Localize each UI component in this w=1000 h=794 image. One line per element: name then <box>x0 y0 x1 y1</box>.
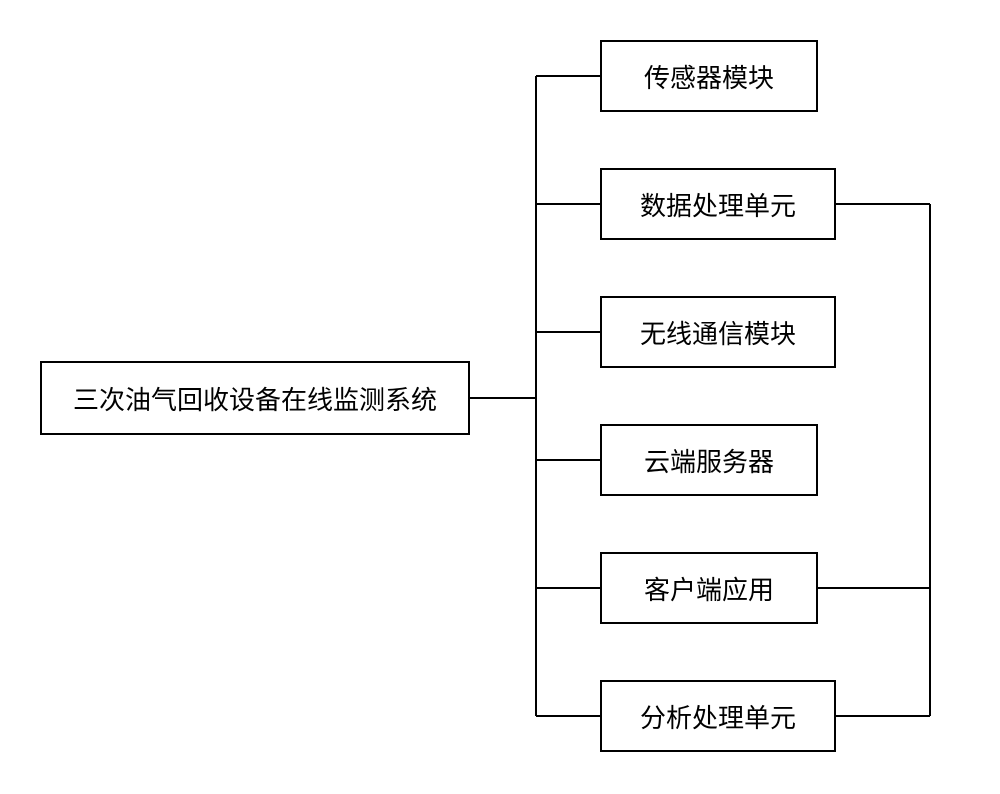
root-node: 三次油气回收设备在线监测系统 <box>40 361 470 435</box>
child-node-client: 客户端应用 <box>600 552 818 624</box>
child-label: 传感器模块 <box>644 58 774 95</box>
child-node-cloud: 云端服务器 <box>600 424 818 496</box>
child-label: 客户端应用 <box>644 570 774 607</box>
child-label: 云端服务器 <box>644 442 774 479</box>
child-label: 分析处理单元 <box>640 698 796 735</box>
root-label: 三次油气回收设备在线监测系统 <box>73 380 437 417</box>
child-label: 无线通信模块 <box>640 314 796 351</box>
child-node-dataproc: 数据处理单元 <box>600 168 836 240</box>
child-node-wireless: 无线通信模块 <box>600 296 836 368</box>
child-node-analysis: 分析处理单元 <box>600 680 836 752</box>
child-node-sensor: 传感器模块 <box>600 40 818 112</box>
diagram-canvas: 三次油气回收设备在线监测系统 传感器模块 数据处理单元 无线通信模块 云端服务器… <box>0 0 1000 794</box>
child-label: 数据处理单元 <box>640 186 796 223</box>
